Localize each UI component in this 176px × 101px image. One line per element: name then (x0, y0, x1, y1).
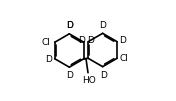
Text: Cl: Cl (120, 54, 128, 63)
Text: D: D (66, 21, 73, 30)
Text: D: D (87, 36, 94, 45)
Text: D: D (66, 21, 73, 30)
Text: D: D (100, 71, 107, 80)
Text: D: D (78, 36, 85, 45)
Text: Cl: Cl (42, 38, 50, 47)
Text: D: D (45, 55, 52, 64)
Text: D: D (99, 21, 106, 30)
Text: D: D (119, 36, 126, 45)
Text: D: D (66, 71, 73, 80)
Text: HO: HO (82, 76, 95, 85)
